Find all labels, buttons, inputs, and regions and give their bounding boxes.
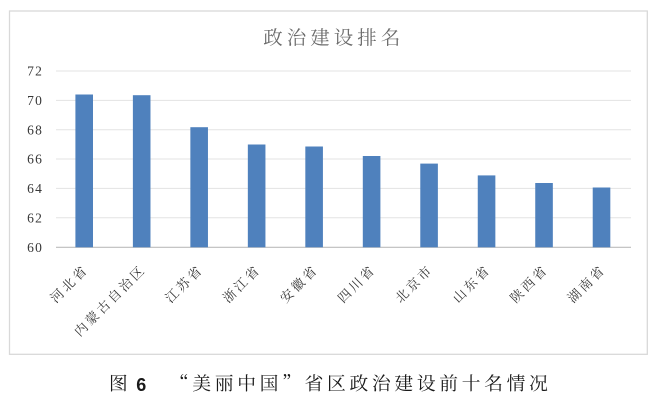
svg-text:6: 6	[136, 375, 146, 395]
svg-text:64: 64	[27, 181, 43, 196]
svg-text:60: 60	[27, 240, 43, 255]
svg-text:62: 62	[27, 210, 43, 225]
svg-text:72: 72	[27, 64, 43, 79]
svg-text:70: 70	[27, 93, 43, 108]
svg-text:68: 68	[27, 122, 43, 137]
svg-text:66: 66	[27, 152, 43, 167]
